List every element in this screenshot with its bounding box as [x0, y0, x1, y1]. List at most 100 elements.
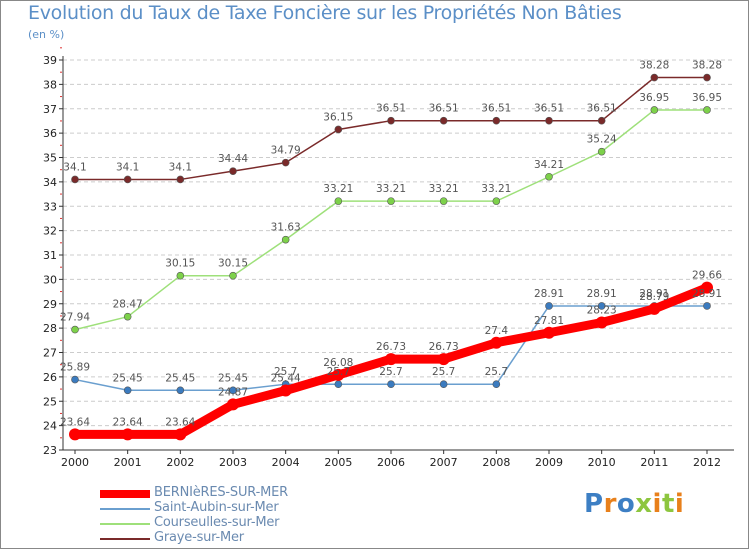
data-labels: 23.64 23.64 23.64 24.87 25.44 26.08 26.73 26.73… — [60, 60, 722, 429]
data-point — [492, 116, 501, 125]
data-label: 36.15 — [323, 111, 353, 123]
data-point — [229, 167, 237, 175]
y-tick-label: 35 — [43, 152, 57, 165]
data-point — [123, 175, 132, 184]
series-0 — [69, 281, 713, 441]
legend-swatch-3 — [100, 538, 150, 540]
data-point — [385, 353, 397, 366]
data-point — [387, 380, 395, 388]
data-label: 34.1 — [116, 161, 139, 173]
legend-swatch-2 — [100, 523, 150, 525]
logo-letter: t — [661, 489, 675, 519]
data-point — [334, 380, 343, 388]
data-point — [595, 316, 608, 329]
data-label: 28.91 — [534, 288, 564, 300]
data-label: 35.24 — [587, 134, 617, 146]
data-point — [650, 106, 659, 114]
legend-label: BERNIèRES-SUR-MER — [154, 485, 288, 500]
data-label: 23.64 — [60, 416, 90, 428]
data-point — [229, 386, 237, 395]
data-label: 34.44 — [218, 153, 248, 165]
data-point — [332, 368, 345, 381]
axes: 23 24 25 26 27 28 29 30 31 32 33 34 35 36 37 38 39 2000 20… — [43, 47, 734, 469]
data-point — [176, 386, 185, 395]
data-label: 36.51 — [587, 103, 617, 115]
data-point — [650, 73, 659, 82]
y-tick-label: 33 — [43, 200, 57, 213]
data-label: 25.44 — [271, 373, 301, 385]
data-point — [121, 428, 134, 441]
data-point — [71, 375, 79, 384]
logo-letter: r — [603, 489, 617, 519]
data-point — [174, 428, 187, 441]
data-point — [437, 353, 450, 366]
data-point — [701, 281, 713, 294]
x-tick-label: 2008 — [482, 456, 510, 469]
x-tick-label: 2009 — [535, 456, 563, 469]
y-tick-label: 26 — [43, 371, 57, 384]
x-tick-label: 2004 — [272, 456, 300, 469]
data-point — [648, 302, 661, 315]
data-label: 25.45 — [113, 372, 143, 384]
y-tick-label: 34 — [43, 176, 57, 189]
data-label: 34.1 — [169, 161, 192, 173]
data-label: 23.64 — [165, 416, 195, 428]
data-label: 31.63 — [271, 222, 301, 234]
data-point — [597, 302, 606, 310]
data-point — [439, 197, 448, 205]
data-point — [123, 312, 132, 321]
data-label: 36.51 — [376, 103, 406, 115]
data-label: 25.7 — [485, 366, 508, 378]
x-tick-label: 2005 — [324, 456, 352, 469]
chart-title: Evolution du Taux de Taxe Foncière sur l… — [28, 2, 622, 24]
y-tick-label: 28 — [43, 322, 57, 335]
logo-letter: i — [674, 489, 685, 519]
x-tick-label: 2012 — [693, 456, 721, 469]
data-label: 36.95 — [639, 92, 669, 104]
data-point — [597, 147, 606, 156]
data-label: 28.23 — [587, 305, 617, 317]
data-point — [281, 158, 290, 167]
data-point — [703, 302, 711, 310]
legend-swatch-1 — [100, 508, 150, 510]
data-point — [334, 125, 343, 134]
legend-label: Graye-sur-Mer — [154, 530, 244, 545]
data-point — [545, 172, 553, 181]
logo-letter: x — [635, 489, 653, 519]
y-tick-label: 30 — [43, 273, 57, 286]
data-label: 27.81 — [534, 315, 564, 327]
data-point — [492, 197, 501, 205]
data-point — [387, 116, 395, 125]
y-tick-label: 27 — [43, 347, 57, 360]
data-label: 34.79 — [271, 145, 301, 157]
x-tick-label: 2001 — [114, 456, 142, 469]
data-label: 28.91 — [587, 288, 617, 300]
data-label: 29.66 — [692, 270, 722, 282]
data-label: 26.73 — [429, 341, 459, 353]
data-label: 25.7 — [432, 366, 455, 378]
y-tick-label: 39 — [43, 54, 57, 67]
y-tick-label: 23 — [43, 444, 57, 457]
data-point — [69, 428, 81, 441]
data-point — [490, 336, 503, 349]
data-label: 33.21 — [376, 183, 406, 195]
y-tick-label: 37 — [43, 103, 57, 116]
data-point — [176, 175, 185, 184]
data-label: 28.47 — [113, 299, 143, 311]
legend-label: Saint-Aubin-sur-Mer — [154, 500, 279, 515]
data-label: 27.4 — [485, 325, 509, 337]
data-label: 26.73 — [376, 341, 406, 353]
x-tick-label: 2011 — [640, 456, 668, 469]
data-label: 38.28 — [692, 60, 722, 72]
data-label: 25.7 — [379, 366, 402, 378]
data-label: 36.51 — [481, 103, 511, 115]
data-label: 25.7 — [327, 366, 350, 378]
data-label: 25.7 — [274, 366, 297, 378]
grid-lines — [63, 59, 734, 451]
data-label: 28.79 — [639, 291, 669, 303]
data-label: 26.08 — [323, 357, 353, 369]
data-point — [545, 116, 553, 125]
data-point — [281, 235, 290, 244]
data-label: 34.21 — [534, 159, 564, 171]
